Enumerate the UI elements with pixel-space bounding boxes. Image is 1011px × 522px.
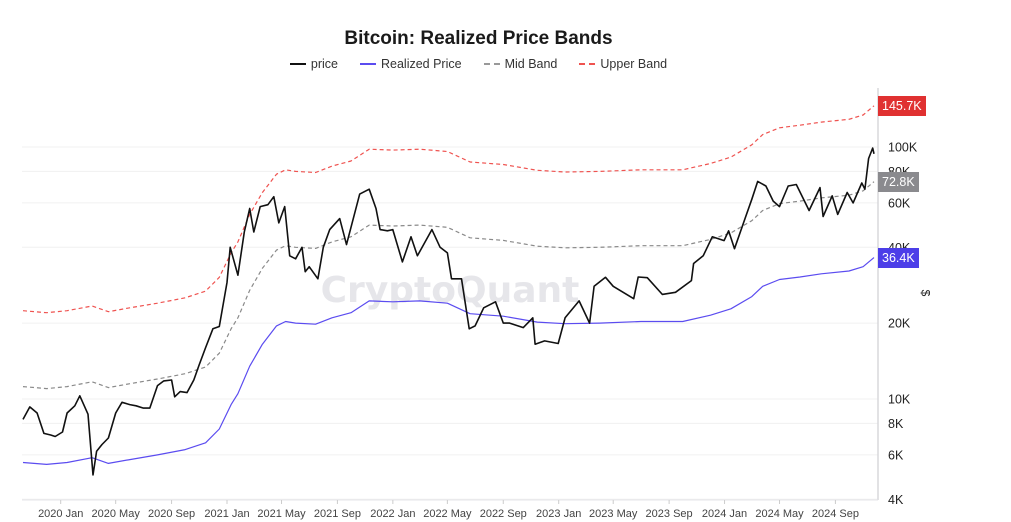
- y-tick-label: 4K: [888, 493, 904, 507]
- series-line-upper-band: [22, 105, 875, 314]
- y-tick-label: 100K: [888, 141, 918, 155]
- chart-title: Bitcoin: Realized Price Bands: [344, 28, 613, 49]
- series-line-realized-price: [22, 257, 875, 465]
- legend-item-price[interactable]: price: [289, 57, 338, 71]
- x-tick-label: 2020 Jan: [38, 508, 83, 520]
- x-tick-label: 2023 May: [589, 508, 638, 520]
- y-axis-label: $: [918, 289, 933, 297]
- legend-label: price: [310, 57, 338, 71]
- x-tick-label: 2021 May: [257, 508, 306, 520]
- x-tick-label: 2022 May: [423, 508, 472, 520]
- mid-band-last-value-badge: 72.8K: [878, 171, 919, 192]
- legend-swatch-realized-price: [359, 63, 376, 65]
- x-tick-label: 2024 Sep: [812, 508, 859, 520]
- x-tick-label: 2023 Sep: [646, 508, 693, 520]
- series-line-mid-band: [22, 181, 875, 390]
- series-line-price: [22, 147, 875, 476]
- legend-swatch-upper-band: [579, 63, 596, 65]
- legend-label: Realized Price: [380, 57, 462, 71]
- x-tick-label: 2021 Sep: [314, 508, 361, 520]
- legend: price Realized Price Mid Band Upper Band: [0, 57, 957, 71]
- realized-price-last-value-badge: 36.4K: [878, 247, 919, 268]
- x-tick-label: 2024 Jan: [702, 508, 747, 520]
- y-tick-label: 6K: [888, 448, 904, 462]
- legend-item-realized-price[interactable]: Realized Price: [359, 57, 462, 71]
- upper-band-last-value-badge: 145.7K: [878, 95, 926, 116]
- x-tick-label: 2022 Sep: [480, 508, 527, 520]
- x-tick-label: 2022 Jan: [370, 508, 415, 520]
- legend-swatch-price: [289, 63, 306, 65]
- legend-label: Mid Band: [504, 57, 558, 71]
- x-tick-label: 2020 May: [92, 508, 141, 520]
- legend-item-mid-band[interactable]: Mid Band: [483, 57, 558, 71]
- x-tick-label: 2020 Sep: [148, 508, 195, 520]
- y-tick-label: 20K: [888, 317, 911, 331]
- y-tick-label: 10K: [888, 393, 911, 407]
- x-tick-label: 2024 May: [755, 508, 804, 520]
- y-tick-label: 8K: [888, 417, 904, 431]
- x-tick-label: 2023 Jan: [536, 508, 581, 520]
- y-tick-label: 60K: [888, 196, 911, 210]
- legend-item-upper-band[interactable]: Upper Band: [579, 57, 667, 71]
- legend-swatch-mid-band: [483, 63, 500, 65]
- x-tick-label: 2021 Jan: [204, 508, 249, 520]
- legend-label: Upper Band: [600, 57, 668, 71]
